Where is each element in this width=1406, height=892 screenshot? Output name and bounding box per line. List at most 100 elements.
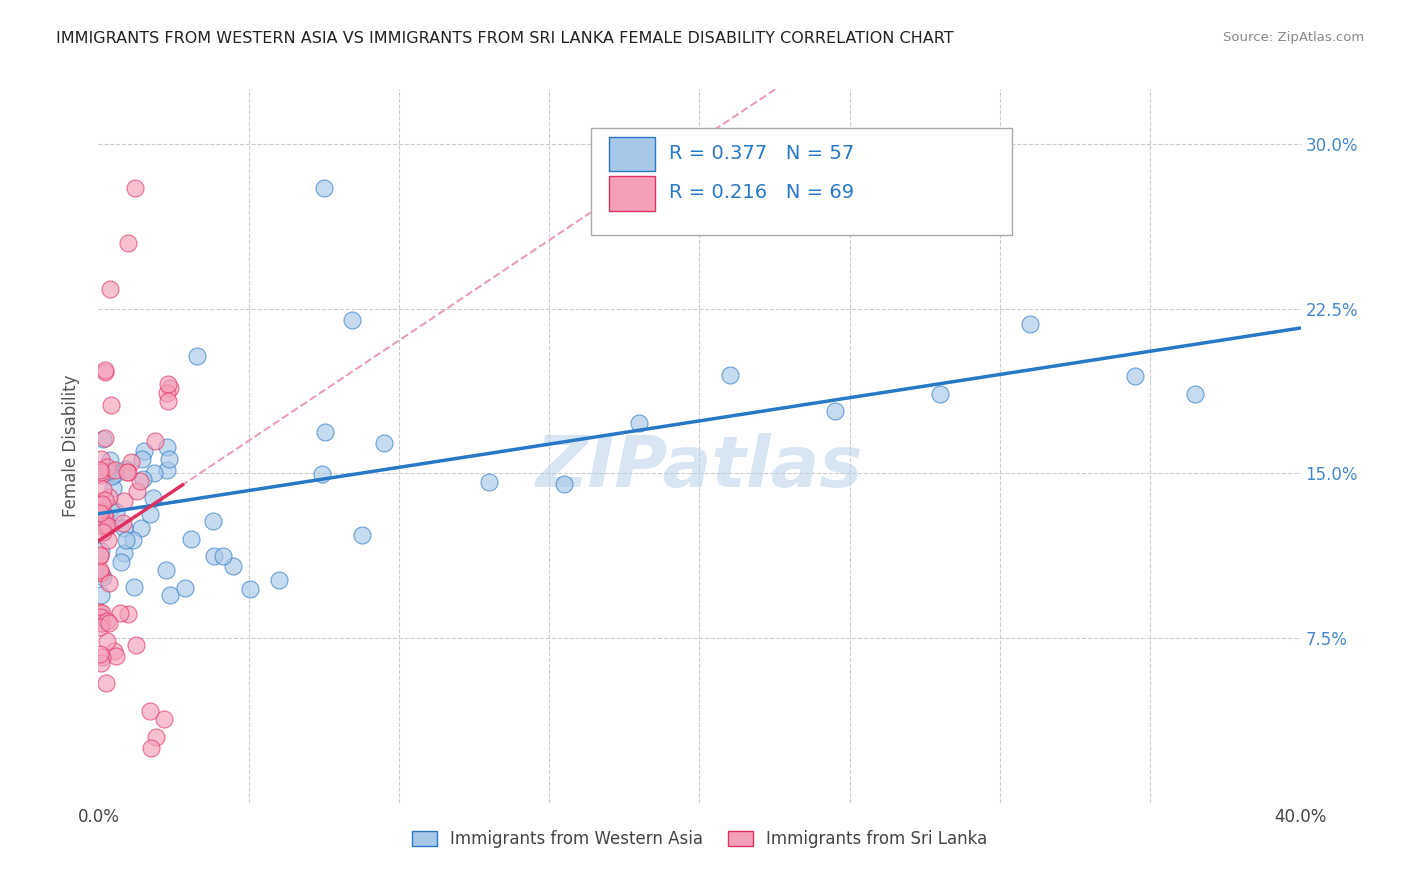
Point: [267, 573, 290, 587]
Point: [211, 549, 233, 563]
Point: [824, 404, 846, 418]
Point: [186, 349, 208, 363]
Point: [153, 712, 176, 726]
Point: [157, 452, 180, 467]
Point: [90, 497, 112, 511]
Point: [94, 517, 117, 532]
Point: [105, 649, 128, 664]
Point: [89, 620, 111, 634]
Point: [142, 491, 165, 506]
Point: [117, 466, 139, 480]
Point: [97, 464, 120, 478]
Point: [143, 434, 166, 448]
Point: [311, 467, 333, 481]
Y-axis label: Female Disability: Female Disability: [62, 375, 80, 517]
Point: [91, 518, 114, 533]
Point: [155, 563, 177, 577]
Point: [139, 740, 162, 755]
Point: [89, 605, 111, 619]
Point: [478, 475, 501, 489]
Point: [157, 393, 180, 408]
Point: [314, 425, 336, 439]
Point: [89, 493, 111, 508]
Text: ZIPatlas: ZIPatlas: [536, 433, 863, 502]
Point: [94, 510, 117, 524]
Text: R = 0.216   N = 69: R = 0.216 N = 69: [669, 183, 855, 202]
Point: [139, 507, 162, 521]
Point: [96, 676, 118, 690]
Point: [112, 521, 135, 535]
Point: [1184, 387, 1206, 401]
Point: [97, 519, 120, 533]
Point: [91, 516, 114, 530]
Point: [114, 533, 136, 547]
Point: [105, 505, 128, 519]
Point: [101, 469, 124, 483]
Point: [93, 431, 115, 445]
Point: [114, 462, 136, 476]
Point: [89, 504, 111, 518]
Point: [124, 638, 146, 652]
Point: [117, 235, 139, 250]
Point: [117, 607, 139, 622]
Point: [1123, 368, 1146, 383]
Point: [90, 566, 112, 580]
Point: [1019, 317, 1042, 331]
Point: [312, 181, 335, 195]
Point: [100, 398, 122, 412]
Point: [89, 463, 111, 477]
Point: [96, 460, 118, 475]
Point: [98, 282, 121, 296]
Point: [94, 366, 117, 380]
Point: [89, 648, 111, 662]
Point: [90, 616, 112, 631]
Point: [96, 634, 118, 648]
Point: [221, 559, 243, 574]
Point: [91, 606, 114, 620]
Point: [157, 377, 180, 392]
Point: [929, 387, 952, 401]
Point: [159, 588, 181, 602]
Point: [156, 440, 179, 454]
Point: [90, 616, 112, 631]
Point: [98, 615, 121, 630]
Point: [93, 432, 115, 446]
Point: [89, 565, 111, 579]
Point: [156, 463, 179, 477]
Point: [125, 484, 148, 499]
Point: [91, 525, 114, 540]
Point: [103, 481, 125, 495]
Point: [174, 581, 197, 595]
Point: [145, 730, 167, 744]
Point: [89, 506, 111, 520]
Point: [156, 385, 179, 400]
Point: [91, 569, 114, 583]
Point: [120, 454, 142, 468]
Point: [103, 644, 125, 658]
Point: [89, 549, 111, 563]
Point: [97, 533, 120, 548]
Point: [104, 463, 127, 477]
Point: [90, 588, 112, 602]
Text: IMMIGRANTS FROM WESTERN ASIA VS IMMIGRANTS FROM SRI LANKA FEMALE DISABILITY CORR: IMMIGRANTS FROM WESTERN ASIA VS IMMIGRAN…: [56, 31, 953, 46]
Point: [124, 181, 146, 195]
Point: [238, 582, 260, 596]
Point: [110, 555, 132, 569]
Point: [134, 444, 156, 458]
Point: [94, 517, 117, 532]
Text: Source: ZipAtlas.com: Source: ZipAtlas.com: [1223, 31, 1364, 45]
Point: [93, 363, 115, 377]
Point: [94, 492, 117, 507]
Point: [91, 518, 114, 533]
Point: [103, 464, 125, 478]
Point: [90, 509, 112, 524]
Point: [628, 416, 651, 430]
Bar: [609, 137, 655, 171]
Point: [90, 656, 112, 670]
Point: [131, 451, 153, 466]
Point: [129, 520, 152, 534]
Point: [98, 453, 121, 467]
Point: [718, 368, 741, 383]
Point: [100, 501, 122, 516]
Bar: [609, 177, 655, 211]
